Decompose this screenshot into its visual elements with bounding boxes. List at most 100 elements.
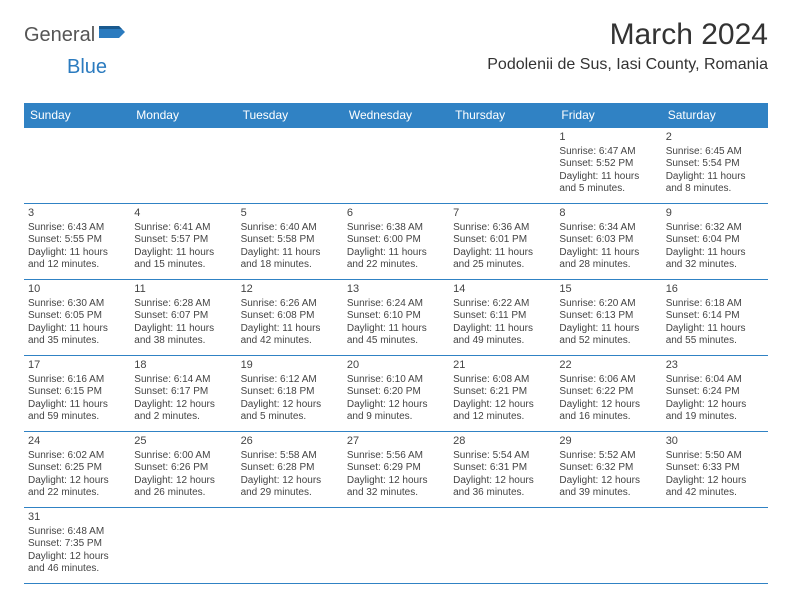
calendar-day-cell — [237, 128, 343, 204]
sunset-text: Sunset: 6:21 PM — [453, 386, 551, 399]
calendar-day-cell: 22Sunrise: 6:06 AMSunset: 6:22 PMDayligh… — [555, 356, 661, 432]
calendar-day-cell — [343, 128, 449, 204]
daylight-text: Daylight: 11 hours and 8 minutes. — [666, 171, 764, 196]
sunrise-text: Sunrise: 6:45 AM — [666, 146, 764, 159]
sunset-text: Sunset: 6:15 PM — [28, 386, 126, 399]
sunrise-text: Sunrise: 6:28 AM — [134, 298, 232, 311]
sunrise-text: Sunrise: 6:36 AM — [453, 222, 551, 235]
sunrise-text: Sunrise: 6:32 AM — [666, 222, 764, 235]
sunset-text: Sunset: 6:26 PM — [134, 462, 232, 475]
weekday-header: Friday — [555, 103, 661, 128]
sunset-text: Sunset: 6:00 PM — [347, 234, 445, 247]
calendar-week-row: 31Sunrise: 6:48 AMSunset: 7:35 PMDayligh… — [24, 508, 768, 584]
daylight-text: Daylight: 11 hours and 5 minutes. — [559, 171, 657, 196]
calendar-table: Sunday Monday Tuesday Wednesday Thursday… — [24, 103, 768, 584]
day-number: 4 — [134, 207, 232, 221]
calendar-day-cell: 24Sunrise: 6:02 AMSunset: 6:25 PMDayligh… — [24, 432, 130, 508]
brand-text-general: General — [24, 24, 95, 47]
calendar-day-cell: 5Sunrise: 6:40 AMSunset: 5:58 PMDaylight… — [237, 204, 343, 280]
calendar-day-cell: 17Sunrise: 6:16 AMSunset: 6:15 PMDayligh… — [24, 356, 130, 432]
day-number: 25 — [134, 435, 232, 449]
daylight-text: Daylight: 12 hours and 5 minutes. — [241, 399, 339, 424]
daylight-text: Daylight: 12 hours and 26 minutes. — [134, 475, 232, 500]
sunrise-text: Sunrise: 6:38 AM — [347, 222, 445, 235]
calendar-week-row: 10Sunrise: 6:30 AMSunset: 6:05 PMDayligh… — [24, 280, 768, 356]
daylight-text: Daylight: 11 hours and 49 minutes. — [453, 323, 551, 348]
calendar-day-cell: 3Sunrise: 6:43 AMSunset: 5:55 PMDaylight… — [24, 204, 130, 280]
calendar-day-cell — [24, 128, 130, 204]
daylight-text: Daylight: 12 hours and 32 minutes. — [347, 475, 445, 500]
daylight-text: Daylight: 11 hours and 38 minutes. — [134, 323, 232, 348]
day-number: 11 — [134, 283, 232, 297]
daylight-text: Daylight: 12 hours and 2 minutes. — [134, 399, 232, 424]
daylight-text: Daylight: 12 hours and 36 minutes. — [453, 475, 551, 500]
sunrise-text: Sunrise: 6:10 AM — [347, 374, 445, 387]
daylight-text: Daylight: 12 hours and 19 minutes. — [666, 399, 764, 424]
calendar-week-row: 3Sunrise: 6:43 AMSunset: 5:55 PMDaylight… — [24, 204, 768, 280]
sunset-text: Sunset: 7:35 PM — [28, 538, 126, 551]
sunrise-text: Sunrise: 6:47 AM — [559, 146, 657, 159]
sunrise-text: Sunrise: 6:41 AM — [134, 222, 232, 235]
sunset-text: Sunset: 6:13 PM — [559, 310, 657, 323]
day-number: 6 — [347, 207, 445, 221]
daylight-text: Daylight: 11 hours and 32 minutes. — [666, 247, 764, 272]
calendar-day-cell — [130, 128, 236, 204]
sunrise-text: Sunrise: 6:06 AM — [559, 374, 657, 387]
daylight-text: Daylight: 11 hours and 25 minutes. — [453, 247, 551, 272]
calendar-day-cell: 30Sunrise: 5:50 AMSunset: 6:33 PMDayligh… — [662, 432, 768, 508]
sunrise-text: Sunrise: 6:18 AM — [666, 298, 764, 311]
daylight-text: Daylight: 12 hours and 16 minutes. — [559, 399, 657, 424]
day-number: 29 — [559, 435, 657, 449]
day-number: 26 — [241, 435, 339, 449]
calendar-day-cell: 13Sunrise: 6:24 AMSunset: 6:10 PMDayligh… — [343, 280, 449, 356]
weekday-header: Wednesday — [343, 103, 449, 128]
sunrise-text: Sunrise: 6:30 AM — [28, 298, 126, 311]
sunrise-text: Sunrise: 6:14 AM — [134, 374, 232, 387]
sunrise-text: Sunrise: 6:08 AM — [453, 374, 551, 387]
day-number: 21 — [453, 359, 551, 373]
sunrise-text: Sunrise: 5:50 AM — [666, 450, 764, 463]
weekday-header: Thursday — [449, 103, 555, 128]
day-number: 15 — [559, 283, 657, 297]
daylight-text: Daylight: 12 hours and 29 minutes. — [241, 475, 339, 500]
day-number: 16 — [666, 283, 764, 297]
calendar-day-cell: 18Sunrise: 6:14 AMSunset: 6:17 PMDayligh… — [130, 356, 236, 432]
brand-logo: General — [24, 24, 127, 47]
sunrise-text: Sunrise: 6:48 AM — [28, 526, 126, 539]
day-number: 19 — [241, 359, 339, 373]
calendar-day-cell: 2Sunrise: 6:45 AMSunset: 5:54 PMDaylight… — [662, 128, 768, 204]
calendar-day-cell — [555, 508, 661, 584]
daylight-text: Daylight: 11 hours and 59 minutes. — [28, 399, 126, 424]
daylight-text: Daylight: 12 hours and 46 minutes. — [28, 551, 126, 576]
sunrise-text: Sunrise: 5:54 AM — [453, 450, 551, 463]
day-number: 18 — [134, 359, 232, 373]
sunset-text: Sunset: 6:01 PM — [453, 234, 551, 247]
daylight-text: Daylight: 11 hours and 18 minutes. — [241, 247, 339, 272]
day-number: 12 — [241, 283, 339, 297]
weekday-header-row: Sunday Monday Tuesday Wednesday Thursday… — [24, 103, 768, 128]
calendar-day-cell: 11Sunrise: 6:28 AMSunset: 6:07 PMDayligh… — [130, 280, 236, 356]
sunset-text: Sunset: 6:07 PM — [134, 310, 232, 323]
calendar-week-row: 1Sunrise: 6:47 AMSunset: 5:52 PMDaylight… — [24, 128, 768, 204]
daylight-text: Daylight: 11 hours and 12 minutes. — [28, 247, 126, 272]
sunset-text: Sunset: 5:58 PM — [241, 234, 339, 247]
day-number: 28 — [453, 435, 551, 449]
calendar-day-cell: 29Sunrise: 5:52 AMSunset: 6:32 PMDayligh… — [555, 432, 661, 508]
calendar-day-cell — [343, 508, 449, 584]
sunrise-text: Sunrise: 6:20 AM — [559, 298, 657, 311]
sunrise-text: Sunrise: 5:52 AM — [559, 450, 657, 463]
day-number: 22 — [559, 359, 657, 373]
calendar-day-cell: 21Sunrise: 6:08 AMSunset: 6:21 PMDayligh… — [449, 356, 555, 432]
sunset-text: Sunset: 5:55 PM — [28, 234, 126, 247]
day-number: 30 — [666, 435, 764, 449]
day-number: 5 — [241, 207, 339, 221]
daylight-text: Daylight: 12 hours and 39 minutes. — [559, 475, 657, 500]
daylight-text: Daylight: 11 hours and 52 minutes. — [559, 323, 657, 348]
day-number: 1 — [559, 131, 657, 145]
calendar-day-cell — [130, 508, 236, 584]
calendar-day-cell: 23Sunrise: 6:04 AMSunset: 6:24 PMDayligh… — [662, 356, 768, 432]
calendar-week-row: 17Sunrise: 6:16 AMSunset: 6:15 PMDayligh… — [24, 356, 768, 432]
calendar-day-cell — [449, 508, 555, 584]
daylight-text: Daylight: 11 hours and 35 minutes. — [28, 323, 126, 348]
calendar-day-cell: 6Sunrise: 6:38 AMSunset: 6:00 PMDaylight… — [343, 204, 449, 280]
